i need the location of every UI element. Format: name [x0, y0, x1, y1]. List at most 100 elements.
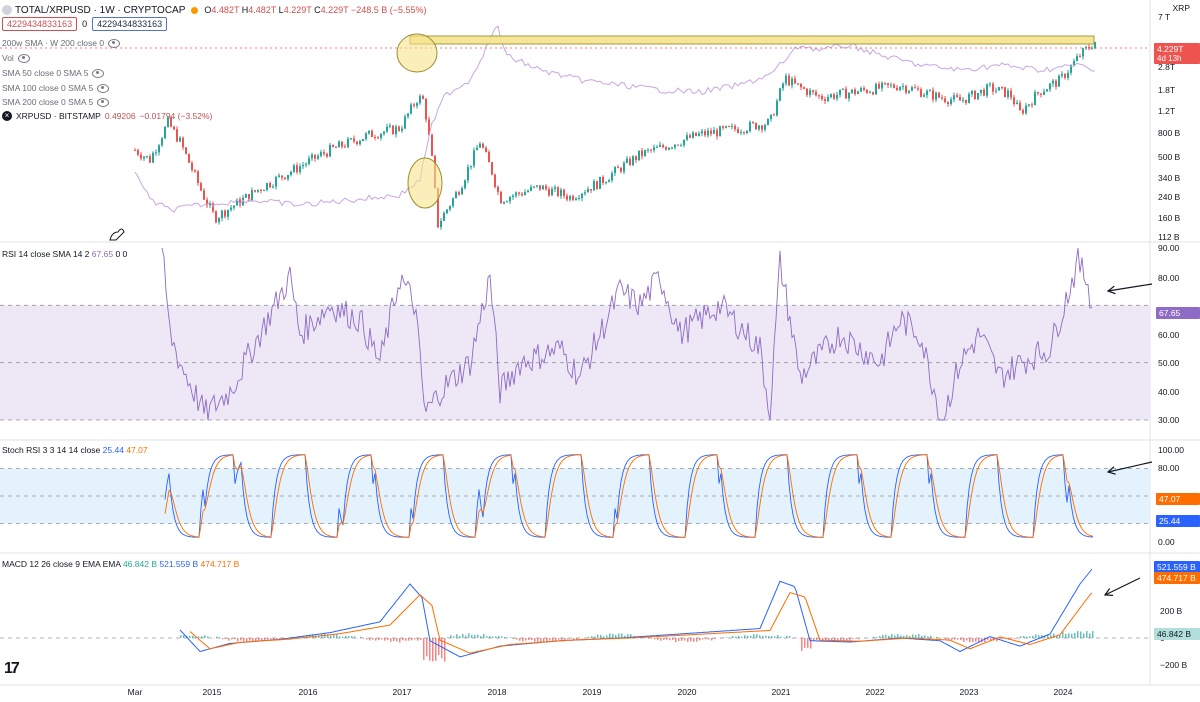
candle-body [1094, 41, 1096, 49]
candle-body [626, 158, 628, 163]
macd-histogram-bar [642, 637, 644, 638]
candle-body [728, 126, 730, 128]
tradingview-logo[interactable]: 17 [4, 660, 20, 677]
macd-histogram-bar [609, 633, 611, 638]
candle-body [365, 133, 367, 140]
macd-histogram-bar [612, 633, 614, 638]
macd-histogram-bar [522, 638, 524, 642]
eye-icon[interactable] [17, 53, 30, 63]
overlay-legend[interactable]: × XRPUSD · BITSTAMP 0.49206 −0.01794 (−3… [2, 111, 212, 121]
macd-histogram-bar [330, 635, 332, 638]
candle-body [830, 94, 832, 98]
eye-icon[interactable] [97, 83, 110, 93]
time-axis-label: Mar [128, 687, 143, 697]
candle-body [293, 165, 295, 172]
candle-body [338, 141, 340, 148]
macd-histogram-bar [474, 635, 476, 638]
eye-icon[interactable] [92, 68, 105, 78]
candle-body [224, 210, 226, 217]
candle-body [914, 87, 916, 89]
indicator-label: SMA 200 close 0 SMA 5 [2, 97, 94, 107]
candle-body [398, 126, 400, 131]
candle-body [149, 156, 151, 163]
macd-axis-label: −200 B [1160, 660, 1188, 670]
candle-body [551, 188, 553, 196]
candle-body [788, 75, 790, 86]
candle-body [719, 126, 721, 137]
macd-signal-value: 474.717 B [200, 559, 240, 569]
candle-body [374, 137, 376, 139]
candle-body [869, 92, 871, 94]
price-axis-label: 500 B [1158, 152, 1181, 162]
indicator-row[interactable]: 200w SMA · W 200 close 0 [2, 38, 121, 48]
macd-histogram-bar [366, 638, 368, 640]
macd-histogram-bar [342, 636, 344, 638]
price-axis-label: 800 B [1158, 128, 1181, 138]
macd-histogram-bar [690, 638, 692, 642]
macd-histogram-bar [1002, 638, 1004, 639]
candle-body [749, 122, 751, 132]
candle-body [548, 189, 550, 196]
indicator-row[interactable]: SMA 200 close 0 SMA 5 [2, 97, 110, 107]
candle-body [1007, 90, 1009, 97]
eye-icon[interactable] [108, 38, 121, 48]
candle-body [491, 162, 493, 175]
candle-body [212, 203, 214, 212]
buy-button[interactable]: 4229434833163 [92, 17, 168, 31]
macd-histogram-bar [324, 633, 326, 638]
candle-body [350, 138, 352, 140]
indicator-row[interactable]: SMA 50 close 0 SMA 5 [2, 68, 105, 78]
macd-histogram-bar [801, 638, 803, 651]
macd-histogram-bar [606, 635, 608, 638]
macd-histogram-bar [531, 638, 533, 641]
macd-axis-label: 200 B [1160, 606, 1183, 616]
candle-body [311, 154, 313, 159]
candle-body [182, 137, 184, 148]
candle-body [851, 89, 853, 93]
macd-histogram-bar [777, 634, 779, 638]
candle-body [479, 143, 481, 148]
candle-body [722, 126, 724, 128]
candle-body [143, 156, 145, 159]
candle-body [611, 173, 613, 181]
time-axis-label: 2024 [1054, 687, 1073, 697]
eye-icon[interactable] [97, 97, 110, 107]
candle-body [692, 132, 694, 138]
candle-body [272, 186, 274, 188]
macd-histogram-bar [678, 638, 680, 642]
macd-histogram-bar [351, 636, 353, 638]
indicator-row[interactable]: SMA 100 close 0 SMA 5 [2, 83, 110, 93]
arrow-head-icon [1106, 466, 1116, 475]
rsi-axis-label: 40.00 [1158, 387, 1180, 397]
candle-body [617, 167, 619, 169]
macd-histogram-bar [1014, 638, 1016, 639]
candle-body [938, 92, 940, 98]
macd-histogram-bar [837, 638, 839, 642]
macd-histogram-bar [1068, 633, 1070, 638]
macd-histogram-bar [894, 635, 896, 638]
macd-histogram-bar [804, 638, 806, 648]
chart-title[interactable]: TOTAL/XRPUSD · 1W · CRYPTOCAP [15, 4, 186, 16]
macd-histogram-bar [828, 638, 830, 641]
time-axis-label: 2020 [678, 687, 697, 697]
candle-body [668, 147, 670, 150]
signal-tag: 474.717 B [1154, 572, 1200, 584]
macd-histogram-bar [1092, 631, 1094, 638]
overlay-value: 0.49206 [104, 111, 136, 121]
macd-histogram-bar [462, 633, 464, 638]
highlight-circle [396, 33, 438, 73]
candle-body [1085, 47, 1087, 49]
macd-histogram-bar [204, 635, 206, 638]
macd-histogram-bar [450, 635, 452, 638]
macd-histogram-bar [825, 638, 827, 641]
indicator-row[interactable]: Vol [2, 53, 30, 63]
candle-body [779, 88, 781, 101]
macd-histogram-bar [774, 636, 776, 638]
close-icon[interactable]: × [2, 111, 12, 121]
macd-histogram-bar [738, 635, 740, 638]
sell-button[interactable]: 4229434833163 [2, 17, 78, 31]
macd-histogram-bar [321, 634, 323, 638]
macd-histogram-bar [699, 638, 701, 641]
candle-body [545, 185, 547, 190]
